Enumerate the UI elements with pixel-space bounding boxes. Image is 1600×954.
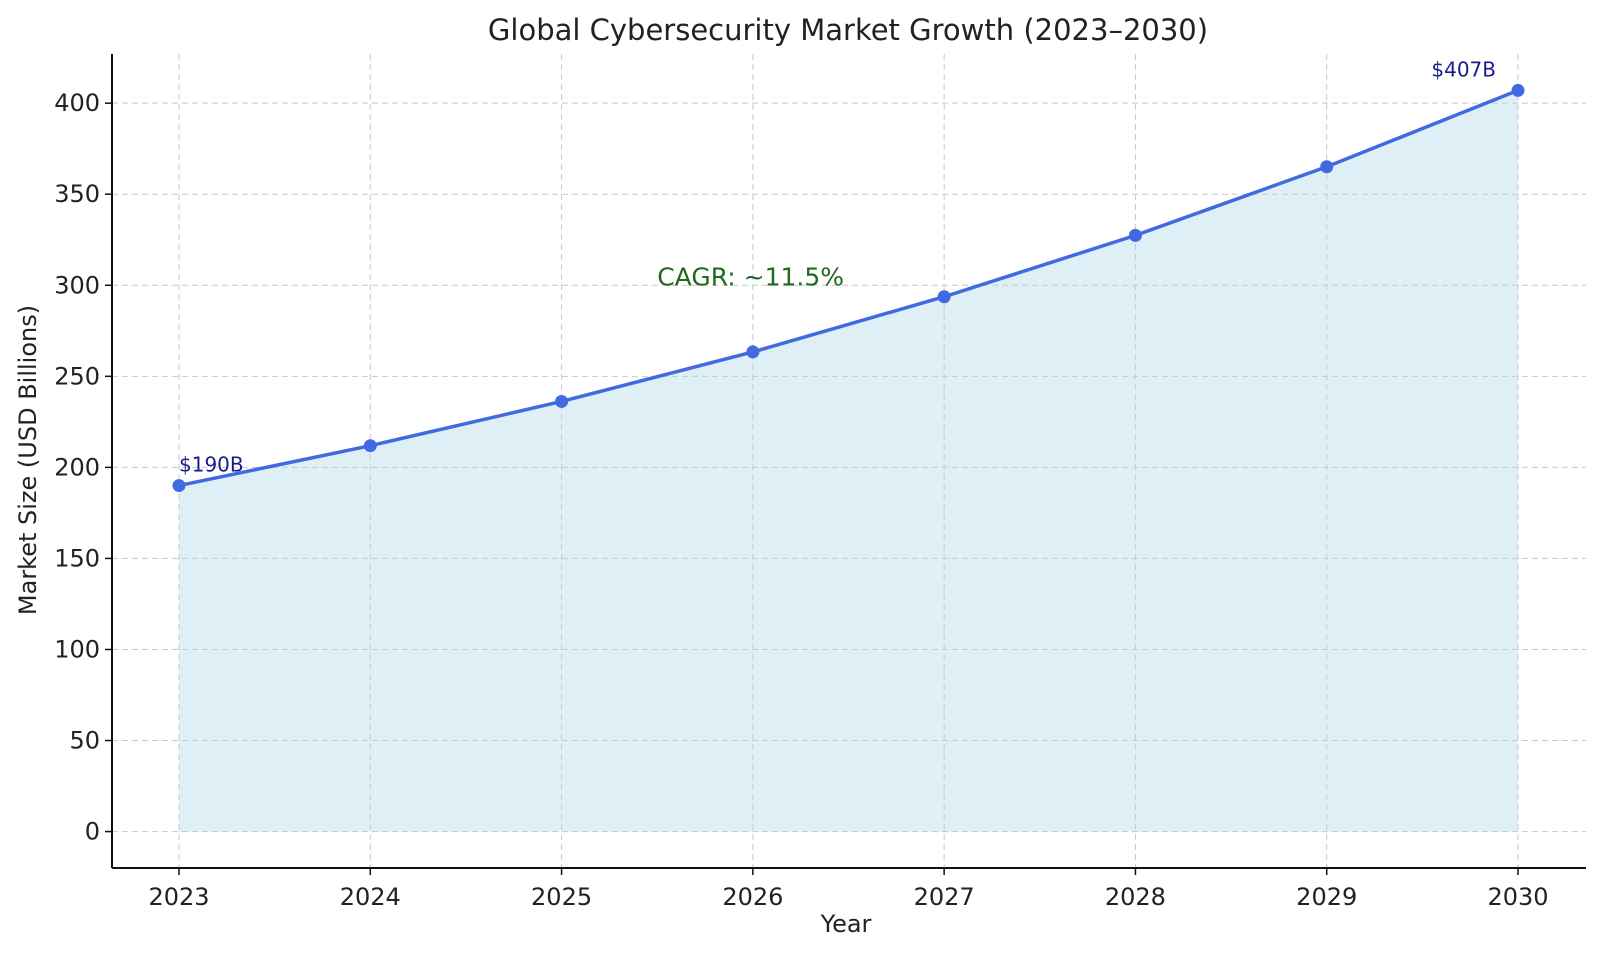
x-tick-label: 2029 xyxy=(1296,883,1357,911)
y-tick-label: 250 xyxy=(54,362,100,390)
data-point xyxy=(363,439,377,453)
series-line xyxy=(178,88,1519,488)
data-label: $407B xyxy=(1431,57,1496,81)
axes xyxy=(111,54,1586,869)
data-point xyxy=(1128,228,1142,242)
y-tick-label: 300 xyxy=(54,271,100,299)
x-tick-label: 2023 xyxy=(148,883,209,911)
x-tick-label: 2030 xyxy=(1487,883,1548,911)
data-point xyxy=(172,479,186,493)
chart-title: Global Cybersecurity Market Growth (2023… xyxy=(488,13,1208,47)
y-axis-label: Market Size (USD Billions) xyxy=(14,305,42,615)
x-tick-label: 2024 xyxy=(340,883,401,911)
x-tick-label: 2027 xyxy=(914,883,975,911)
data-point xyxy=(555,394,569,408)
y-tick-label: 0 xyxy=(85,818,100,846)
x-tick-label: 2028 xyxy=(1105,883,1166,911)
x-axis-label: Year xyxy=(820,910,872,938)
data-labels: $190B $407B xyxy=(179,57,1496,476)
y-tick-label: 50 xyxy=(69,727,100,755)
data-point xyxy=(746,345,760,359)
y-tick-label: 400 xyxy=(54,89,100,117)
y-tick-label: 350 xyxy=(54,180,100,208)
data-point xyxy=(1320,160,1334,174)
data-point xyxy=(937,290,951,304)
y-tick-label: 150 xyxy=(54,544,100,572)
grid xyxy=(112,54,1586,868)
data-points xyxy=(172,83,1525,493)
y-tick-label: 100 xyxy=(54,635,100,663)
area-fill xyxy=(179,90,1518,832)
data-point xyxy=(1511,83,1525,97)
y-tick-label: 200 xyxy=(54,453,100,481)
x-tick-label: 2025 xyxy=(531,883,592,911)
x-tick-label: 2026 xyxy=(722,883,783,911)
cagr-annotation: CAGR: ~11.5% xyxy=(657,262,844,291)
series-line-group xyxy=(178,88,1519,488)
ticks: 2023 2024 2025 2026 2027 2028 2029 2030 0 50 100 15… xyxy=(54,89,1548,911)
data-label: $190B xyxy=(179,453,244,477)
